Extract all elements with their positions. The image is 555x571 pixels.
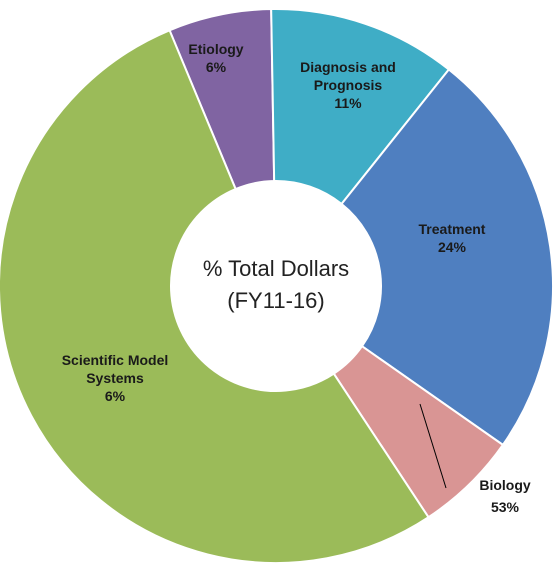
chart-subtitle: (FY11-16) <box>227 288 325 313</box>
value-label: 24% <box>437 239 467 255</box>
slice-label: Biology 53% <box>455 474 555 518</box>
category-label: Etiology <box>188 41 244 57</box>
slice-label: Treatment 24% <box>392 220 512 256</box>
category-label: Diagnosis and Prognosis <box>300 59 396 93</box>
value-label: 6% <box>205 59 227 75</box>
category-label: Treatment <box>418 221 486 237</box>
slice <box>270 8 451 206</box>
leader-line <box>419 403 447 489</box>
slice-label: Diagnosis and Prognosis 11% <box>268 58 428 112</box>
value-label: 6% <box>104 388 126 404</box>
category-label: Scientific Model Systems <box>61 352 169 386</box>
category-label: Biology <box>479 477 531 493</box>
slice-label: Scientific Model Systems 6% <box>60 351 170 405</box>
value-label: 53% <box>490 499 520 515</box>
value-label: 11% <box>334 95 362 111</box>
slice-label: Etiology 6% <box>166 40 266 76</box>
slice <box>0 28 430 564</box>
chart-title: % Total Dollars <box>202 256 350 281</box>
slice <box>340 68 554 447</box>
